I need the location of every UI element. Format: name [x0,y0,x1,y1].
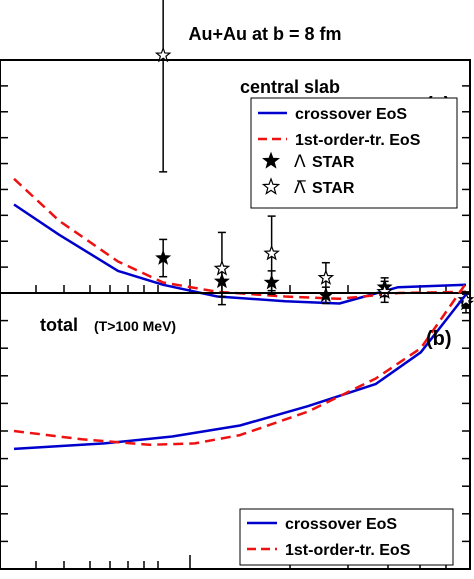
panel-b-plot [13,282,468,451]
panel-b-legend-box [239,508,454,566]
panel-a-legend-box [250,97,458,209]
data-point-antilambda [317,269,335,285]
panel-b-subtitle: (T>100 MeV) [94,318,176,334]
panel-a-yticks [0,85,470,268]
legend-a-lambda-symbol: Λ [294,152,306,172]
legend-a-filled-star-marker [262,151,280,169]
series-line-first-order [13,177,467,301]
panel-b-yticks [0,319,470,543]
data-point-lambda [155,249,172,265]
panel-b-title: total [40,315,78,335]
legend-a-open-star-marker [261,177,281,195]
panel-a: central slab (a) crossover EoS 1st-order… [0,0,474,314]
legend-b-first-order-label: 1st-order-tr. EoS [285,542,411,559]
legend-a-first-order-label: 1st-order-tr. EoS [295,132,421,149]
legend-b-crossover-label: crossover EoS [285,516,397,533]
legend-a-antilambda-symbol: Λ̅ [294,178,307,198]
legend-a-crossover-label: crossover EoS [295,106,407,123]
data-point-antilambda [376,283,393,299]
data-point-antilambda [457,291,474,308]
panel-b-legend: crossover EoS 1st-order-tr. EoS [239,508,454,566]
series-line-crossover [13,293,467,451]
panel-b: total (T>100 MeV) (b) crossover EoS 1st-… [0,282,471,570]
panel-a-title: central slab [240,77,340,97]
legend-a-lambda-star-label: STAR [312,154,355,171]
legend-a-antilambda-star-label: STAR [312,180,355,197]
panel-a-legend: crossover EoS 1st-order-tr. EoS Λ STAR Λ… [250,97,458,209]
data-point-antilambda [213,259,231,276]
series-line-first-order [13,282,468,447]
data-point-antilambda [154,46,172,63]
figure-title: Au+Au at b = 8 fm [188,24,341,44]
series-line-crossover [13,203,467,305]
panel-b-label: (b) [426,328,452,350]
data-point-antilambda [263,244,280,261]
